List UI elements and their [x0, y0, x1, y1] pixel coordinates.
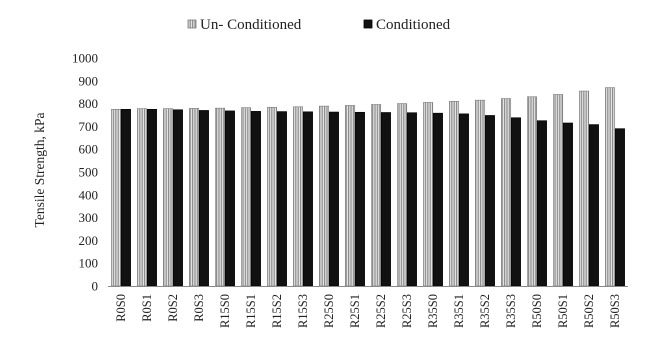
x-tick-label: R25S2	[374, 294, 388, 328]
y-tick-label: 200	[79, 233, 99, 248]
y-tick-label: 600	[79, 142, 99, 157]
bar-conditioned-r50s2	[588, 124, 599, 287]
bar-unconditioned-r15s3	[293, 106, 304, 287]
bar-conditioned-r25s1	[354, 111, 365, 287]
legend: Un- Conditioned Conditioned	[187, 17, 451, 33]
bar-unconditioned-r25s0	[319, 105, 330, 287]
bar-conditioned-r25s2	[380, 112, 391, 287]
bar-conditioned-r15s3	[302, 111, 313, 287]
bar-conditioned-r25s3	[406, 112, 417, 287]
bar-unconditioned-r15s1	[241, 107, 252, 287]
y-tick-label: 500	[79, 165, 99, 180]
x-tick-label: R15S3	[296, 294, 310, 328]
x-tick-label: R15S1	[244, 294, 258, 328]
x-tick-label: R35S3	[504, 294, 518, 328]
x-axis: R0S0 R0S1 R0S2 R0S3 R15S0 R15S1 R15S2 R15S3 R25S…	[108, 286, 628, 328]
x-tick-label: R50S3	[608, 294, 622, 328]
x-tick-label: R50S1	[556, 294, 570, 328]
x-tick-label: R25S3	[400, 294, 414, 328]
y-tick-label: 800	[79, 96, 99, 111]
y-tick-label: 900	[79, 73, 99, 88]
bar-conditioned-r25s0	[328, 111, 339, 287]
y-tick-label: 0	[92, 279, 99, 294]
bar-conditioned-r0s0	[120, 109, 131, 287]
y-tick-label: 700	[79, 119, 99, 134]
y-tick-label: 100	[79, 256, 99, 271]
x-tick-label: R15S2	[270, 294, 284, 328]
legend-label-unconditioned: Un- Conditioned	[200, 17, 302, 33]
bar-unconditioned-r35s2	[475, 99, 486, 287]
bar-unconditioned-r0s3	[189, 108, 200, 287]
bars	[111, 87, 625, 287]
y-axis-title: Tensile Strength, kPa	[32, 113, 47, 228]
bar-unconditioned-r25s1	[345, 105, 356, 287]
bar-unconditioned-r25s3	[397, 103, 408, 287]
bar-unconditioned-r15s0	[215, 107, 226, 287]
y-tick-label: 1000	[72, 51, 98, 66]
bar-unconditioned-r50s1	[553, 94, 564, 287]
bar-unconditioned-r35s3	[501, 98, 512, 287]
bar-conditioned-r50s3	[614, 128, 625, 287]
bar-conditioned-r15s0	[224, 110, 235, 287]
bar-unconditioned-r0s1	[137, 108, 148, 287]
bar-conditioned-r35s2	[484, 115, 495, 287]
bar-conditioned-r15s2	[276, 111, 287, 287]
bar-unconditioned-r50s3	[605, 87, 616, 287]
x-tick-label: R35S1	[452, 294, 466, 328]
bar-unconditioned-r35s1	[449, 101, 460, 287]
bar-unconditioned-r50s2	[579, 90, 590, 287]
bar-unconditioned-r0s2	[163, 108, 174, 287]
bar-conditioned-r50s0	[536, 120, 547, 287]
bar-unconditioned-r50s0	[527, 96, 538, 287]
x-tick-label: R0S2	[166, 294, 180, 322]
bar-unconditioned-r0s0	[111, 109, 122, 287]
bar-conditioned-r35s1	[458, 113, 469, 287]
y-tick-label: 300	[79, 210, 99, 225]
bar-conditioned-r15s1	[250, 111, 261, 287]
x-tick-label: R0S1	[140, 294, 154, 322]
bar-conditioned-r35s3	[510, 117, 521, 287]
bar-conditioned-r0s1	[146, 109, 157, 287]
x-tick-label: R0S0	[114, 294, 128, 322]
y-tick-label: 400	[79, 187, 99, 202]
x-tick-label: R25S1	[348, 294, 362, 328]
x-tick-label: R50S2	[582, 294, 596, 328]
y-axis: 0 100 200 300 400 500 600 700 800 900 1000	[72, 51, 98, 294]
bar-conditioned-r35s0	[432, 112, 443, 287]
bar-conditioned-r0s3	[198, 110, 209, 287]
x-tick-label: R35S2	[478, 294, 492, 328]
x-tick-label: R0S3	[192, 294, 206, 322]
legend-label-conditioned: Conditioned	[376, 17, 451, 33]
x-tick-label: R35S0	[426, 294, 440, 328]
x-tick-label: R25S0	[322, 294, 336, 328]
bar-unconditioned-r15s2	[267, 106, 278, 287]
x-tick-label: R15S0	[218, 294, 232, 328]
x-tick-label: R50S0	[530, 294, 544, 328]
bar-unconditioned-r35s0	[423, 102, 434, 287]
bar-conditioned-r0s2	[172, 109, 183, 287]
bar-conditioned-r50s1	[562, 122, 573, 287]
bar-unconditioned-r25s2	[371, 104, 382, 287]
legend-swatch-unconditioned	[187, 19, 197, 29]
legend-swatch-conditioned	[363, 19, 373, 29]
